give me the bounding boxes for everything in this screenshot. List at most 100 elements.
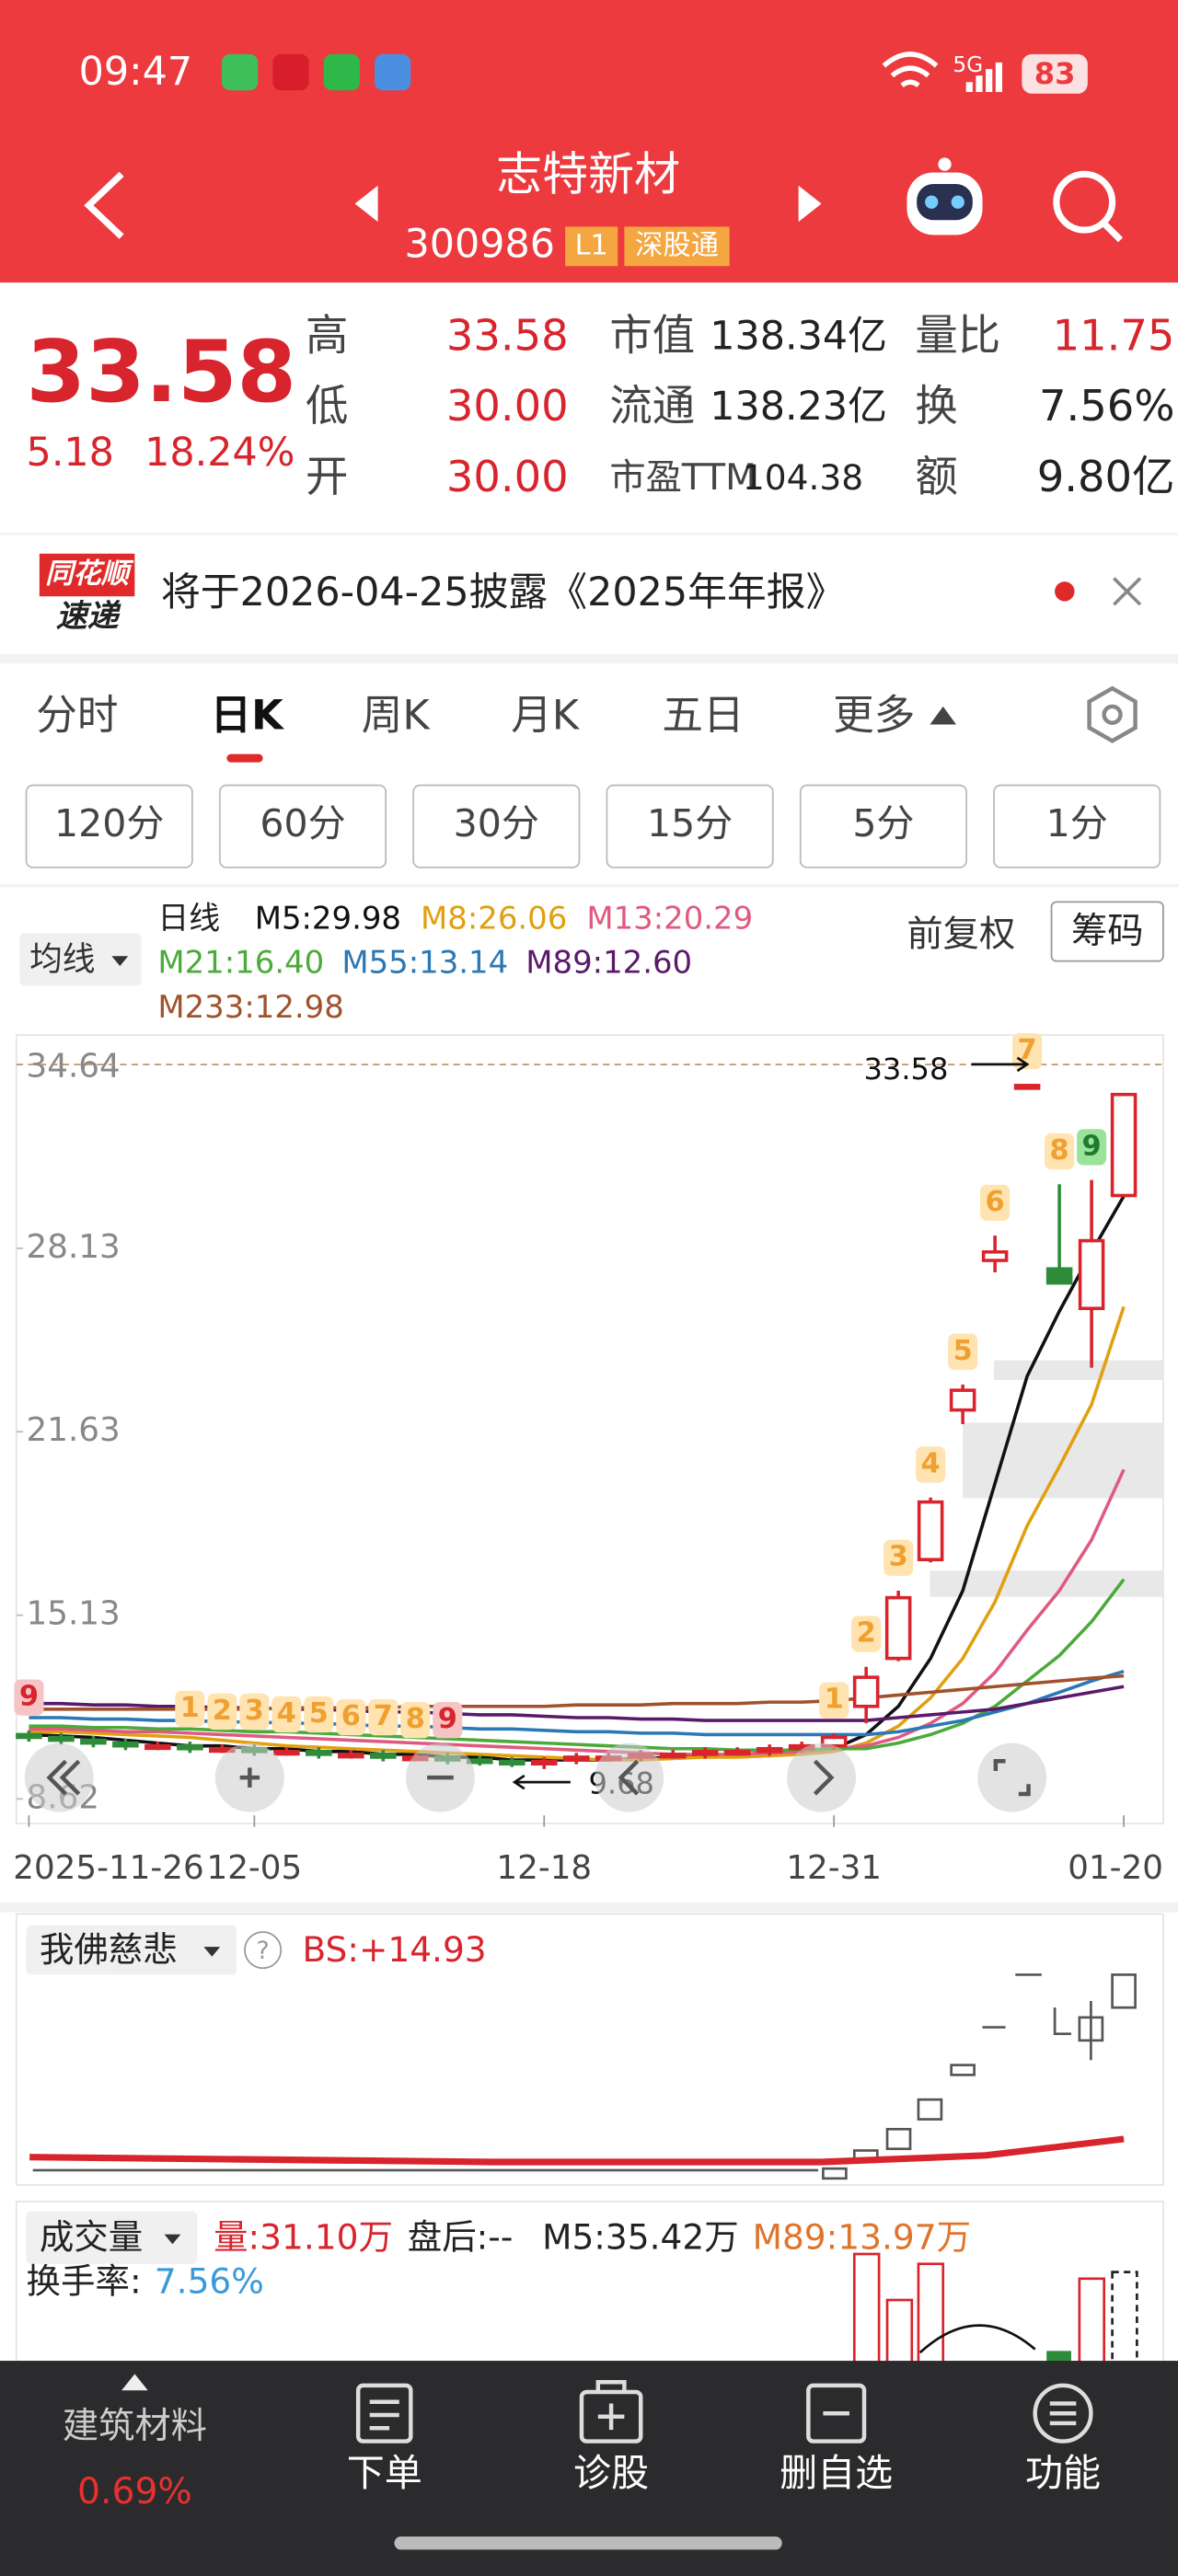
circle-part xyxy=(925,195,939,209)
chips-button[interactable]: 筹码 xyxy=(1071,911,1144,952)
td-count: 3 xyxy=(889,1541,908,1573)
td-badge xyxy=(207,1693,237,1731)
period-label[interactable]: 1分 xyxy=(1046,801,1108,845)
ma-selector-bg[interactable] xyxy=(19,933,142,986)
rect-part xyxy=(917,2098,943,2121)
stock-name: 志特新材 xyxy=(496,147,680,201)
nav-label[interactable]: 下单 xyxy=(347,2451,422,2495)
tab[interactable]: 周K xyxy=(362,691,432,739)
td-count: 7 xyxy=(374,1700,393,1732)
turnover-value: 7.56% xyxy=(155,2261,264,2302)
candle-body xyxy=(306,1750,332,1756)
sector-name[interactable]: 建筑材料 xyxy=(63,2406,207,2447)
ma-line xyxy=(29,1468,1126,1756)
period-label[interactable]: 60分 xyxy=(260,801,345,845)
volume-selector-bg[interactable] xyxy=(26,2211,198,2264)
period-button[interactable] xyxy=(25,784,193,868)
rect-part xyxy=(1078,2277,1106,2367)
level-badge-bg xyxy=(565,226,618,267)
td-count: 7 xyxy=(1018,1034,1037,1066)
notice-close[interactable] xyxy=(1113,577,1142,606)
period-button[interactable] xyxy=(412,784,581,868)
tab[interactable]: 月K xyxy=(511,691,581,739)
notice-text[interactable]: 将于2026-04-25披露《2025年年报》 xyxy=(161,569,846,615)
td-badge xyxy=(368,1698,398,1736)
x-tick-label: 12-18 xyxy=(496,1849,592,1887)
chips-button-bg[interactable] xyxy=(1050,901,1164,962)
indicator-name[interactable]: 我佛慈悲 xyxy=(40,1929,178,1970)
period-label[interactable]: 5分 xyxy=(852,801,914,845)
rect-part xyxy=(1111,2271,1138,2367)
candle-body xyxy=(1045,1267,1073,1285)
help-icon[interactable]: ? xyxy=(257,1937,270,1965)
max-arrow xyxy=(971,1056,1030,1073)
field-label: 低 xyxy=(306,381,348,431)
ma-selector[interactable]: 均线 xyxy=(29,941,95,979)
app-icon xyxy=(272,53,309,91)
period-label[interactable]: 120分 xyxy=(54,801,164,845)
app-icon xyxy=(222,53,259,91)
back-button[interactable] xyxy=(84,171,124,239)
ma-line xyxy=(29,1578,1126,1753)
wifi-icon xyxy=(882,52,939,88)
y-tick-label: 34.64 xyxy=(27,1048,121,1086)
control-button[interactable] xyxy=(24,1742,94,1812)
circle-part xyxy=(1033,2383,1093,2444)
control-button[interactable] xyxy=(595,1742,664,1812)
td-badge xyxy=(239,1693,270,1731)
next-stock[interactable] xyxy=(798,185,822,223)
period-button[interactable] xyxy=(993,784,1161,868)
tab-underline xyxy=(226,753,263,763)
rect-part xyxy=(852,2252,881,2367)
search-icon[interactable] xyxy=(1053,170,1124,243)
td-count: 9 xyxy=(19,1681,39,1713)
circle-part xyxy=(951,195,964,209)
nav-label[interactable]: 删自选 xyxy=(780,2451,893,2495)
field-value: 9.80亿 xyxy=(1037,452,1175,501)
expand-arrow[interactable] xyxy=(121,2374,148,2391)
period-button[interactable] xyxy=(799,784,967,868)
legend-entry: M55:13.14 xyxy=(341,945,508,981)
period-label[interactable]: 30分 xyxy=(454,801,539,845)
tab[interactable]: 更多 xyxy=(833,691,915,739)
tab[interactable]: 日K xyxy=(211,691,285,739)
tab[interactable]: 分时 xyxy=(36,691,118,739)
rect-part xyxy=(806,2383,867,2444)
period-button[interactable] xyxy=(606,784,774,868)
x-tick-label: 12-05 xyxy=(207,1849,303,1887)
adjust[interactable]: 前复权 xyxy=(907,914,1015,955)
connect-badge-bg xyxy=(624,226,730,267)
field-label: 市盈TTM xyxy=(609,457,756,499)
period-label[interactable]: 15分 xyxy=(647,801,733,845)
battery-level: 83 xyxy=(1034,56,1076,91)
rect-part xyxy=(822,2167,848,2180)
help-icon-ring xyxy=(244,1931,283,1970)
td-count: 5 xyxy=(309,1697,329,1730)
volume-name[interactable]: 成交量 xyxy=(40,2216,143,2257)
volume-glyphs xyxy=(852,2252,1138,2367)
nav-label[interactable]: 诊股 xyxy=(573,2451,649,2495)
control-button[interactable] xyxy=(977,1742,1047,1812)
field-label: 量比 xyxy=(915,310,1000,360)
logo-top-bg xyxy=(39,553,135,597)
control-button[interactable] xyxy=(787,1742,857,1812)
robot-icon[interactable] xyxy=(907,157,983,236)
indicator-selector-bg[interactable] xyxy=(26,1925,237,1975)
tab[interactable]: 五日 xyxy=(662,691,744,739)
control-icons xyxy=(46,1759,1031,1797)
settings-icon[interactable] xyxy=(1087,685,1138,743)
x-tick-label: 12-31 xyxy=(786,1849,882,1887)
td-badge xyxy=(433,1701,463,1739)
td-badge xyxy=(819,1682,849,1719)
volume-m5: M5:35.42万 xyxy=(542,2216,739,2257)
prev-stock[interactable] xyxy=(354,185,378,223)
candle-body xyxy=(370,1753,397,1759)
td-count: 5 xyxy=(953,1335,973,1367)
period-button[interactable] xyxy=(218,784,387,868)
td-count: 3 xyxy=(245,1695,264,1727)
nav-label[interactable]: 功能 xyxy=(1025,2451,1101,2495)
rect-part xyxy=(950,2064,976,2076)
dropdown-arrow xyxy=(203,1947,221,1957)
candle-body xyxy=(691,1750,719,1756)
volume-value: 量:31.10万 xyxy=(214,2216,393,2257)
